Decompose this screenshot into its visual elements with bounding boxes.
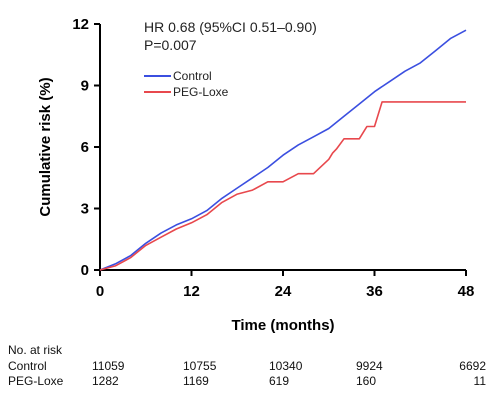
risk-table: No. at risk Control PEG-Loxe 11059 10755 1…: [8, 343, 486, 388]
y-tick-label: 3: [81, 201, 89, 218]
risk-table-values: 11059 10755 10340 9924 6692 1282 1169 619 160 11: [92, 359, 486, 388]
x-tick-label: 0: [96, 283, 104, 300]
x-tick-label: 36: [366, 283, 383, 300]
series-line-control: [99, 29, 467, 271]
p-value-annotation: P=0.007: [144, 37, 197, 53]
risk-row-label-control: Control: [8, 359, 47, 373]
risk-table-cell: 10340: [269, 359, 303, 373]
y-axis-title: Cumulative risk (%): [37, 77, 54, 216]
risk-table-cell: 9924: [356, 359, 383, 373]
x-tick-label: 12: [183, 283, 200, 300]
risk-table-cell: 1282: [92, 374, 119, 388]
risk-table-cell: 1169: [183, 374, 209, 388]
risk-table-cell: 10755: [183, 359, 217, 373]
hazard-ratio-annotation: HR 0.68 (95%CI 0.51–0.90): [144, 19, 317, 35]
legend-label-peg-loxe: PEG-Loxe: [173, 85, 229, 99]
x-tick-label: 24: [275, 283, 292, 300]
x-axis-ticks: 0 12 24 36 48: [96, 270, 475, 300]
series-line-peg-loxe: [99, 101, 466, 271]
y-tick-label: 6: [81, 139, 89, 156]
x-axis-title: Time (months): [231, 317, 334, 334]
legend: Control PEG-Loxe: [144, 69, 229, 99]
x-tick-label: 48: [458, 283, 475, 300]
y-tick-label: 9: [81, 78, 89, 95]
risk-table-cell: 619: [269, 374, 289, 388]
series-layer: [99, 29, 467, 271]
y-tick-label: 0: [81, 262, 89, 279]
risk-table-cell: 160: [356, 374, 376, 388]
risk-table-cell: 11059: [92, 359, 125, 373]
risk-table-cell: 11: [474, 374, 487, 388]
risk-table-cell: 6692: [459, 359, 486, 373]
y-tick-label: 12: [72, 16, 89, 33]
risk-row-label-peg-loxe: PEG-Loxe: [8, 374, 64, 388]
y-axis-ticks: 0 3 6 9 12: [72, 16, 100, 279]
legend-label-control: Control: [173, 69, 212, 83]
risk-table-title: No. at risk: [8, 343, 63, 357]
